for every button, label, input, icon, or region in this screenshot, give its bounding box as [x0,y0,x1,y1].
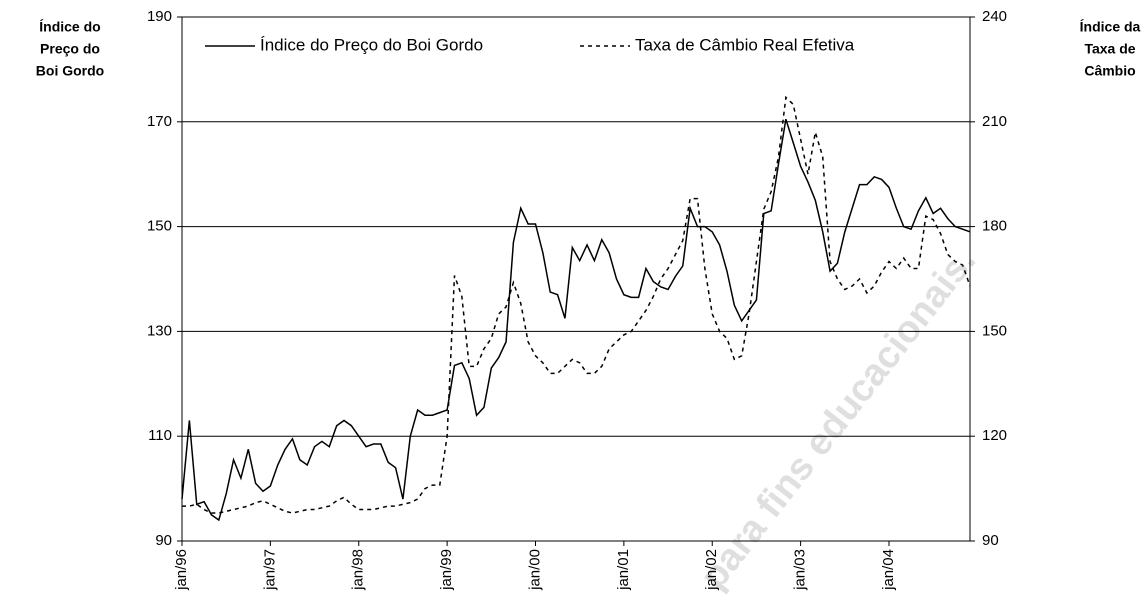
watermark: para fins educacionais. [693,240,985,597]
x-tick-label: jan/98 [350,549,367,591]
y-tick-label: 90 [155,532,172,549]
axis-title: Preço do [40,41,100,57]
x-tick-label: jan/02 [703,549,720,591]
axis-title: Índice do [39,19,100,35]
x-tick-label: jan/01 [615,549,632,591]
plot-frame [181,16,971,542]
series-line [182,95,971,514]
x-tick-label: jan/00 [526,549,543,591]
legend-label: Taxa de Câmbio Real Efetiva [635,35,855,54]
x-tick-label: jan/04 [880,549,897,591]
y2-tick-label: 240 [982,8,1007,25]
x-tick-label: jan/03 [792,549,809,591]
y-tick-label: 190 [147,8,172,25]
y2-tick-label: 210 [982,113,1007,130]
axis-title: Câmbio [1084,63,1135,79]
x-tick-label: jan/97 [261,549,278,591]
series-line [181,118,971,522]
y2-tick-label: 150 [982,322,1007,339]
axis-title: Boi Gordo [36,63,104,79]
y-tick-label: 150 [147,218,172,235]
y2-tick-label: 180 [982,218,1007,235]
y-tick-label: 130 [147,322,172,339]
y-tick-label: 170 [147,113,172,130]
y2-tick-label: 120 [982,427,1007,444]
x-tick-label: jan/99 [438,549,455,591]
legend-label: Índice do Preço do Boi Gordo [260,35,483,54]
x-tick-label: jan/96 [173,549,190,591]
y2-tick-label: 90 [982,532,999,549]
axis-title: Índice da [1080,19,1141,35]
y-tick-label: 110 [148,427,172,444]
axis-title: Taxa de [1084,41,1135,57]
